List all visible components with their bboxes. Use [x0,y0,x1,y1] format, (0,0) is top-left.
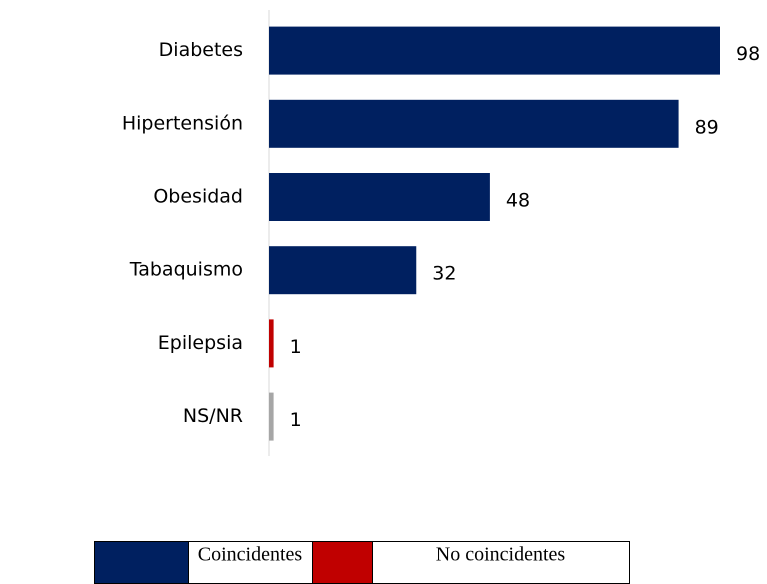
bar [269,246,417,295]
legend-swatch [312,541,373,584]
legend-label: No coincidentes [436,544,566,566]
legend-label: Coincidentes [198,544,303,566]
value-label: 98 [736,43,760,65]
category-label: Hipertensión [122,112,243,134]
value-label: 1 [290,409,302,431]
value-label: 32 [432,263,456,285]
category-label: Epilepsia [158,332,243,354]
bar [269,319,274,368]
bar [269,392,274,441]
category-label: Obesidad [153,186,243,208]
category-label: NS/NR [183,405,243,427]
category-label: Diabetes [159,39,243,61]
bar [269,99,679,148]
value-label: 89 [695,116,719,138]
value-label: 1 [290,336,302,358]
category-label: Tabaquismo [129,259,243,281]
bar [269,26,720,75]
legend-swatch [94,541,189,584]
bar [269,173,490,221]
value-label: 48 [506,190,530,212]
